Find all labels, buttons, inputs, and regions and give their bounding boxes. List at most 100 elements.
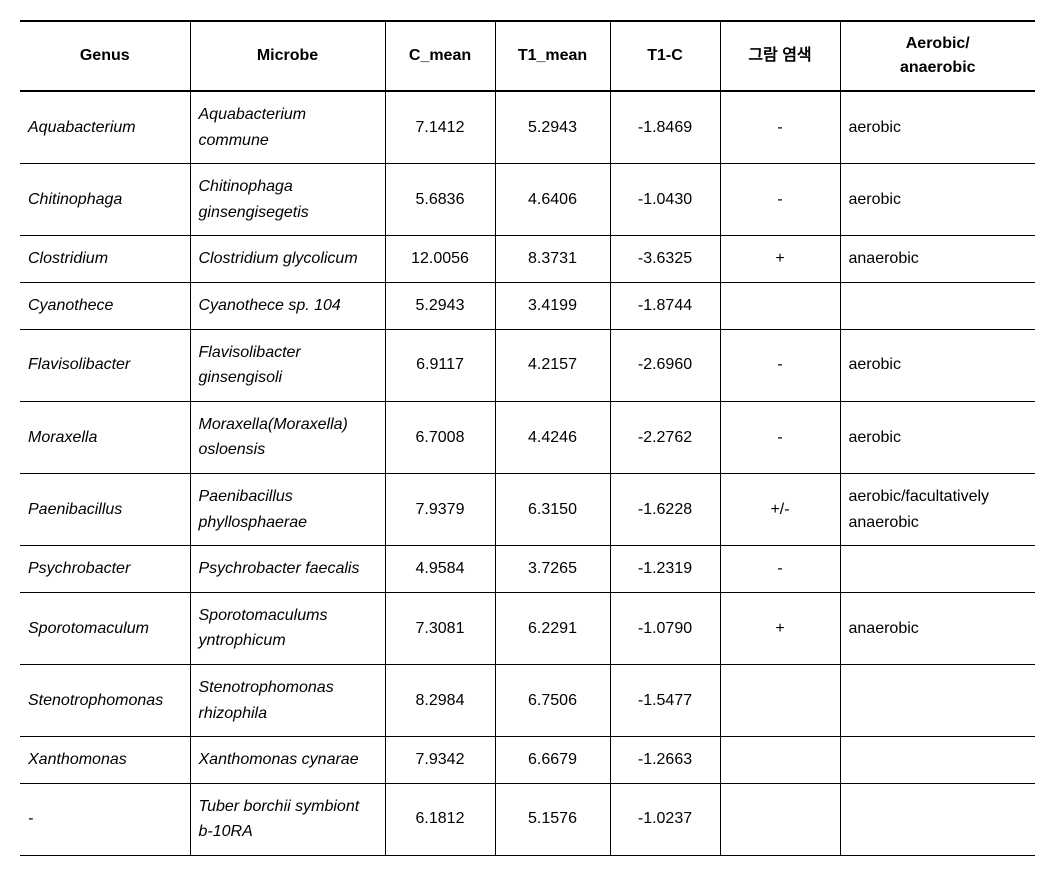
header-gram: 그람 염색 [720, 21, 840, 91]
cell-genus: Paenibacillus [20, 473, 190, 545]
cell-aerobic: aerobic [840, 91, 1035, 164]
cell-t1mean: 5.2943 [495, 91, 610, 164]
table-row: ClostridiumClostridium glycolicum12.0056… [20, 236, 1035, 283]
cell-microbe: Stenotrophomonas rhizophila [190, 664, 385, 736]
table-row: MoraxellaMoraxella(Moraxella) osloensis6… [20, 401, 1035, 473]
header-genus: Genus [20, 21, 190, 91]
cell-genus: Psychrobacter [20, 546, 190, 593]
cell-aerobic: aerobic/facultatively anaerobic [840, 473, 1035, 545]
cell-t1c: -1.0237 [610, 783, 720, 855]
cell-cmean: 5.2943 [385, 282, 495, 329]
cell-microbe: Moraxella(Moraxella) osloensis [190, 401, 385, 473]
cell-genus: - [20, 783, 190, 855]
cell-aerobic [840, 737, 1035, 784]
cell-cmean: 7.9379 [385, 473, 495, 545]
cell-genus: Aquabacterium [20, 91, 190, 164]
header-cmean: C_mean [385, 21, 495, 91]
cell-t1c: -1.2319 [610, 546, 720, 593]
cell-t1mean: 3.7265 [495, 546, 610, 593]
cell-gram [720, 282, 840, 329]
cell-genus: Cyanothece [20, 282, 190, 329]
cell-microbe: Tuber borchii symbiont b-10RA [190, 783, 385, 855]
cell-gram: +/- [720, 473, 840, 545]
cell-genus: Moraxella [20, 401, 190, 473]
cell-aerobic [840, 282, 1035, 329]
cell-t1mean: 6.6679 [495, 737, 610, 784]
cell-aerobic: aerobic [840, 329, 1035, 401]
cell-gram: - [720, 401, 840, 473]
cell-genus: Stenotrophomonas [20, 664, 190, 736]
cell-cmean: 7.1412 [385, 91, 495, 164]
cell-t1c: -1.0430 [610, 164, 720, 236]
cell-gram [720, 783, 840, 855]
cell-t1mean: 4.2157 [495, 329, 610, 401]
cell-aerobic [840, 783, 1035, 855]
cell-t1mean: 6.3150 [495, 473, 610, 545]
cell-microbe: Clostridium glycolicum [190, 236, 385, 283]
table-row: AquabacteriumAquabacterium commune7.1412… [20, 91, 1035, 164]
cell-t1c: -2.6960 [610, 329, 720, 401]
cell-gram: + [720, 236, 840, 283]
cell-microbe: Psychrobacter faecalis [190, 546, 385, 593]
cell-microbe: Cyanothece sp. 104 [190, 282, 385, 329]
cell-cmean: 6.1812 [385, 783, 495, 855]
cell-cmean: 7.3081 [385, 592, 495, 664]
table-row: StenotrophomonasStenotrophomonas rhizoph… [20, 664, 1035, 736]
microbe-data-table: GenusMicrobeC_meanT1_meanT1-C그람 염색Aerobi… [20, 20, 1035, 856]
cell-gram: - [720, 91, 840, 164]
cell-t1c: -2.2762 [610, 401, 720, 473]
header-aerobic: Aerobic/anaerobic [840, 21, 1035, 91]
cell-genus: Chitinophaga [20, 164, 190, 236]
cell-t1c: -3.6325 [610, 236, 720, 283]
table-row: XanthomonasXanthomonas cynarae7.93426.66… [20, 737, 1035, 784]
header-t1c: T1-C [610, 21, 720, 91]
cell-gram: + [720, 592, 840, 664]
header-microbe: Microbe [190, 21, 385, 91]
cell-t1mean: 3.4199 [495, 282, 610, 329]
cell-genus: Flavisolibacter [20, 329, 190, 401]
cell-aerobic: anaerobic [840, 592, 1035, 664]
cell-microbe: Chitinophaga ginsengisegetis [190, 164, 385, 236]
cell-gram: - [720, 164, 840, 236]
cell-microbe: Paenibacillus phyllosphaerae [190, 473, 385, 545]
header-t1mean: T1_mean [495, 21, 610, 91]
cell-t1c: -1.8744 [610, 282, 720, 329]
cell-cmean: 6.9117 [385, 329, 495, 401]
table-row: PsychrobacterPsychrobacter faecalis4.958… [20, 546, 1035, 593]
table-row: PaenibacillusPaenibacillus phyllosphaera… [20, 473, 1035, 545]
cell-microbe: Aquabacterium commune [190, 91, 385, 164]
table-row: ChitinophagaChitinophaga ginsengisegetis… [20, 164, 1035, 236]
cell-aerobic: anaerobic [840, 236, 1035, 283]
cell-gram: - [720, 546, 840, 593]
cell-t1c: -1.8469 [610, 91, 720, 164]
cell-t1c: -1.5477 [610, 664, 720, 736]
cell-t1c: -1.0790 [610, 592, 720, 664]
cell-t1mean: 6.7506 [495, 664, 610, 736]
table-row: -Tuber borchii symbiont b-10RA6.18125.15… [20, 783, 1035, 855]
cell-t1mean: 5.1576 [495, 783, 610, 855]
cell-genus: Clostridium [20, 236, 190, 283]
table-row: CyanotheceCyanothece sp. 1045.29433.4199… [20, 282, 1035, 329]
cell-cmean: 8.2984 [385, 664, 495, 736]
header-row: GenusMicrobeC_meanT1_meanT1-C그람 염색Aerobi… [20, 21, 1035, 91]
cell-microbe: Sporotomaculums yntrophicum [190, 592, 385, 664]
table-row: FlavisolibacterFlavisolibacter ginsengis… [20, 329, 1035, 401]
table-row: SporotomaculumSporotomaculums yntrophicu… [20, 592, 1035, 664]
cell-microbe: Xanthomonas cynarae [190, 737, 385, 784]
cell-gram [720, 737, 840, 784]
cell-aerobic [840, 546, 1035, 593]
cell-genus: Sporotomaculum [20, 592, 190, 664]
cell-cmean: 5.6836 [385, 164, 495, 236]
cell-t1mean: 4.6406 [495, 164, 610, 236]
cell-gram: - [720, 329, 840, 401]
cell-t1mean: 8.3731 [495, 236, 610, 283]
cell-aerobic: aerobic [840, 164, 1035, 236]
cell-t1c: -1.6228 [610, 473, 720, 545]
table-body: AquabacteriumAquabacterium commune7.1412… [20, 91, 1035, 855]
cell-microbe: Flavisolibacter ginsengisoli [190, 329, 385, 401]
cell-cmean: 12.0056 [385, 236, 495, 283]
cell-t1mean: 6.2291 [495, 592, 610, 664]
cell-genus: Xanthomonas [20, 737, 190, 784]
cell-aerobic [840, 664, 1035, 736]
table-header: GenusMicrobeC_meanT1_meanT1-C그람 염색Aerobi… [20, 21, 1035, 91]
